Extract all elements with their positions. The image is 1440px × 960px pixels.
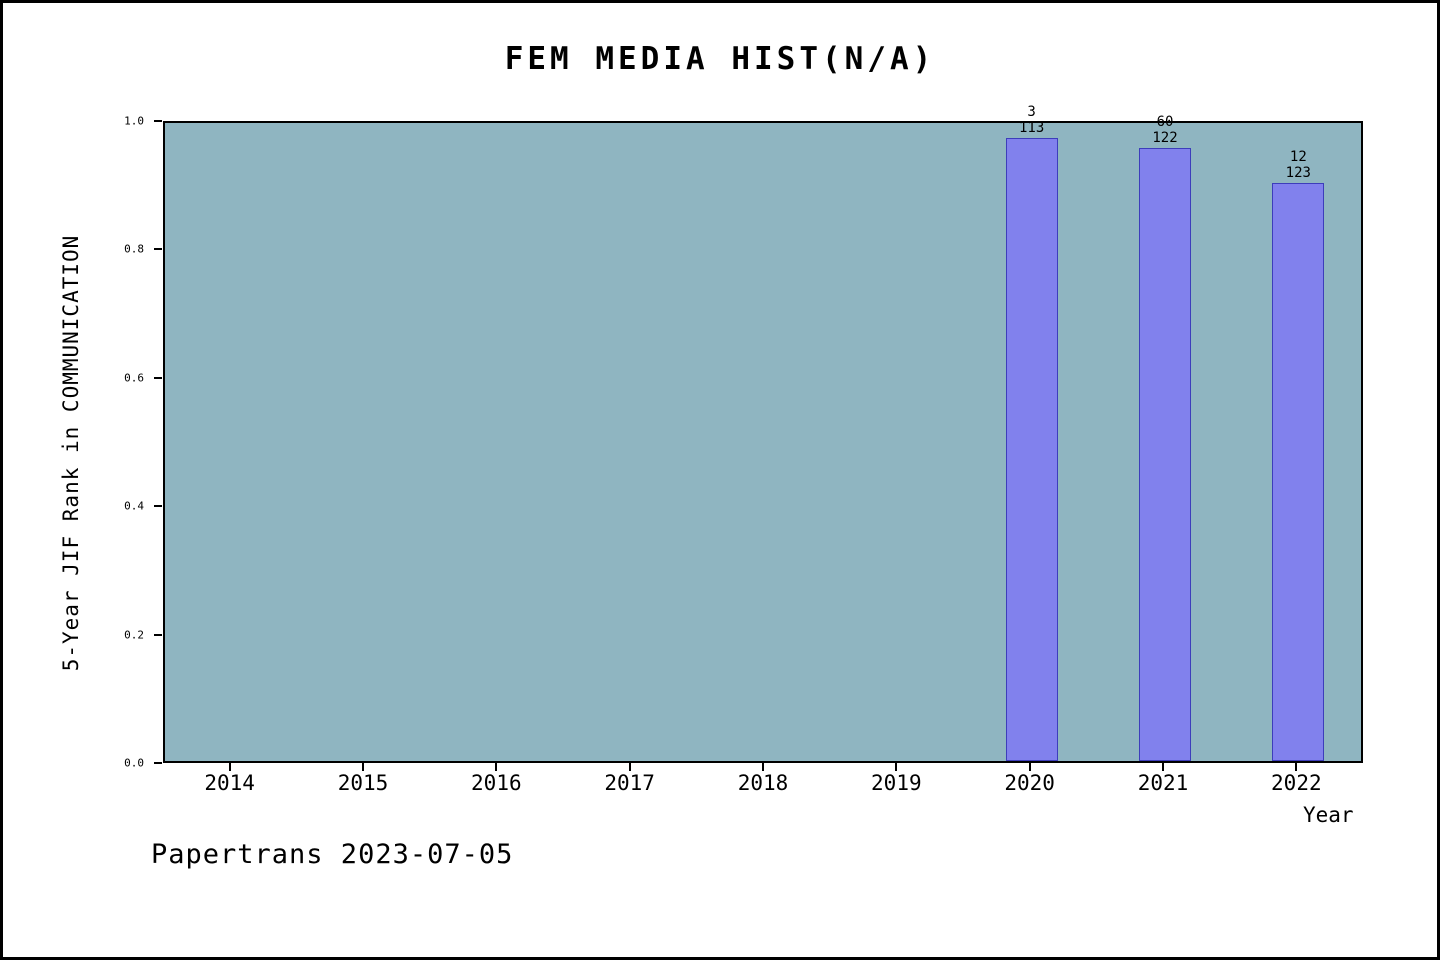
x-tick-mark	[495, 763, 498, 771]
y-tick-label: 0.2	[124, 628, 144, 642]
y-tick-mark	[154, 633, 162, 636]
x-tick-mark	[628, 763, 631, 771]
x-tick-mark	[1295, 763, 1298, 771]
y-tick-mark	[154, 248, 162, 251]
x-tick-label: 2022	[1271, 771, 1322, 795]
x-tick-mark	[1162, 763, 1164, 771]
y-tick-mark	[154, 376, 162, 379]
bar	[1139, 147, 1191, 761]
x-tick-label: 2018	[737, 771, 789, 795]
x-tick-mark	[1028, 763, 1031, 771]
bar	[1005, 138, 1058, 761]
chart-title: FEM MEDIA HIST(N/A)	[504, 41, 936, 77]
y-tick-label: 0.6	[124, 371, 144, 385]
y-tick-label: 0.0	[124, 756, 144, 770]
x-tick-label: 2015	[337, 771, 389, 795]
x-axis-label: Year	[1303, 803, 1354, 827]
x-tick-mark	[362, 763, 364, 771]
x-tick-label: 2019	[871, 771, 922, 795]
y-tick-mark	[154, 120, 162, 122]
x-tick-label: 2020	[1004, 771, 1055, 795]
y-tick-label: 0.8	[124, 242, 144, 256]
y-tick-mark	[154, 762, 162, 764]
x-tick-mark	[895, 763, 898, 771]
bar-value-label: 3 113	[1019, 104, 1045, 137]
bar-value-label: 12 123	[1285, 149, 1311, 182]
x-tick-label: 2014	[204, 771, 255, 795]
x-tick-label: 2016	[471, 771, 522, 795]
y-tick-label: 1.0	[124, 114, 144, 128]
y-tick-mark	[154, 505, 162, 508]
plot-area: 3 113 60 122 12 123	[163, 104, 1363, 763]
x-tick-mark	[228, 763, 231, 771]
bar-value-label: 60 122	[1152, 113, 1178, 146]
x-tick-mark	[762, 763, 764, 771]
y-tick-label: 0.4	[124, 499, 144, 513]
y-axis-label: 5-Year JIF Rank in COMMUNICATION	[59, 234, 83, 672]
watermark-footer: Papertrans 2023-07-05	[151, 839, 514, 870]
bar	[1272, 183, 1325, 761]
x-tick-label: 2021	[1137, 771, 1189, 795]
x-tick-label: 2017	[604, 771, 655, 795]
